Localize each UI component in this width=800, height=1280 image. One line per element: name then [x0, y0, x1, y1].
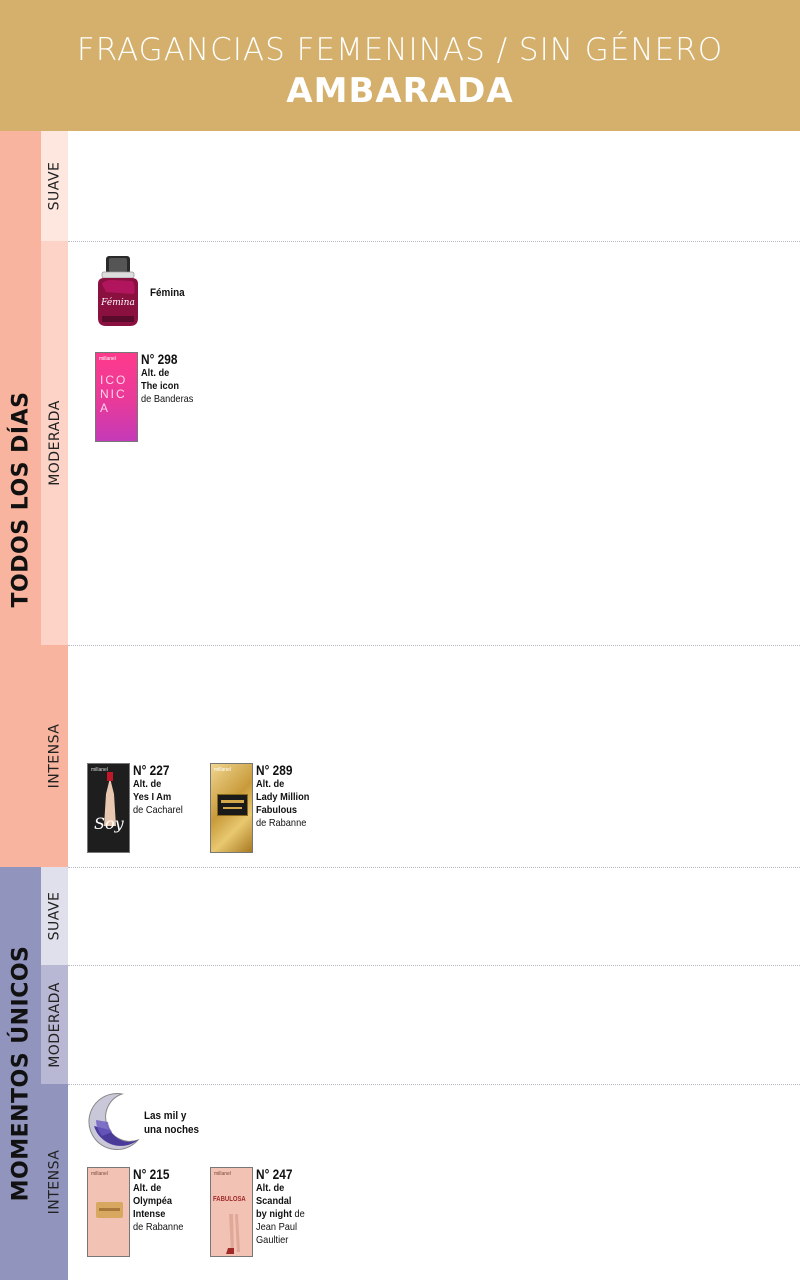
todos-group-bar [0, 131, 41, 867]
page-header: FRAGANCIAS FEMENINAS / SIN GÉNERO AMBARA… [0, 0, 800, 131]
todos-moderada-cell: MODERADA [41, 241, 68, 645]
momentos-intensa-cell: INTENSA [41, 1084, 68, 1280]
divider [68, 965, 800, 966]
product-247-text: N° 247 Alt. de Scandal by night de Jean … [256, 1167, 305, 1247]
olympea-box-icon: millanel [87, 1167, 130, 1257]
femina-bottle-icon: Fémina [92, 254, 144, 330]
product-alt: Alt. de [256, 1182, 285, 1194]
divider [68, 1084, 800, 1085]
todos-intensa-cell: INTENSA [41, 645, 68, 867]
product-227[interactable]: millanel Soy N° 227 Alt. de Yes I Am de … [87, 763, 190, 853]
product-215[interactable]: millanel N° 215 Alt. de Olympéa Intense … [87, 1167, 190, 1257]
product-name: Lady Million Fabulous [256, 791, 310, 816]
product-alt: Alt. de [256, 778, 285, 790]
divider [68, 645, 800, 646]
todos-group-text: TODOS LOS DÍAS [8, 391, 33, 607]
momentos-suave-cell: SUAVE [41, 867, 68, 965]
product-brand: de Banderas [141, 393, 194, 405]
product-name: Yes I Am [133, 791, 172, 803]
product-289[interactable]: millanel N° 289 Alt. de Lady Million Fab… [210, 763, 317, 853]
todos-moderada-label: MODERADA [46, 400, 63, 486]
momentos-moderada-cell: MODERADA [41, 965, 68, 1084]
product-298[interactable]: millanel ICONICA N° 298 Alt. de The icon… [95, 352, 201, 442]
momentos-group-text: MOMENTOS ÚNICOS [8, 945, 34, 1202]
product-247[interactable]: millanel FABULOSA N° 247 Alt. de Scandal… [210, 1167, 311, 1257]
momentos-group-bar [0, 867, 41, 1280]
product-brand: de Cacharel [133, 804, 183, 816]
product-brand: de Rabanne [256, 817, 307, 829]
moon-bottle-icon [88, 1092, 140, 1152]
product-227-text: N° 227 Alt. de Yes I Am de Cacharel [133, 763, 183, 817]
product-number: N° 298 [141, 352, 178, 367]
divider [68, 867, 800, 868]
product-289-text: N° 289 Alt. de Lady Million Fabulous de … [256, 763, 309, 830]
product-name: Scandal by night de [256, 1195, 305, 1221]
svg-text:Fémina: Fémina [100, 297, 135, 308]
product-brand: Jean Paul Gaultier [256, 1221, 298, 1246]
momentos-group-label: MOMENTOS ÚNICOS [0, 867, 41, 1280]
iconica-box-icon: millanel ICONICA [95, 352, 138, 442]
product-alt: Alt. de [141, 367, 170, 379]
milnoches-label: Las mil y una noches [144, 1110, 200, 1136]
momentos-intensa-label: INTENSA [46, 1149, 63, 1215]
product-name: The icon [141, 380, 179, 392]
box-word: ICONICA [100, 373, 128, 415]
product-number: N° 247 [256, 1167, 293, 1182]
box-word: FABULOSA [213, 1196, 246, 1203]
product-name: Olympéa Intense [133, 1195, 173, 1220]
momentos-suave-label: SUAVE [46, 891, 63, 941]
fabulosa-box-icon: millanel FABULOSA [210, 1167, 253, 1257]
product-name-text: Scandal by night [256, 1195, 292, 1220]
todos-suave-cell: SUAVE [41, 131, 68, 241]
box-word: Soy [94, 814, 124, 833]
product-number: N° 215 [133, 1167, 170, 1182]
todos-group-label: TODOS LOS DÍAS [0, 131, 41, 867]
page-title: AMBARADA [286, 71, 514, 111]
product-215-text: N° 215 Alt. de Olympéa Intense de Rabann… [133, 1167, 183, 1234]
femina-label: Fémina [150, 287, 185, 299]
todos-suave-label: SUAVE [46, 161, 63, 211]
momentos-moderada-label: MODERADA [46, 981, 63, 1068]
product-brand-inline: de [294, 1208, 305, 1220]
page-subtitle: FRAGANCIAS FEMENINAS / SIN GÉNERO [76, 32, 724, 68]
todos-intensa-label: INTENSA [46, 723, 63, 789]
soy-box-icon: millanel Soy [87, 763, 130, 853]
divider [68, 241, 800, 242]
product-number: N° 227 [133, 763, 170, 778]
gold-box-icon: millanel [210, 763, 253, 853]
product-alt: Alt. de [133, 778, 162, 790]
product-298-text: N° 298 Alt. de The icon de Banderas [141, 352, 193, 406]
product-number: N° 289 [256, 763, 293, 778]
product-alt: Alt. de [133, 1182, 162, 1194]
product-brand: de Rabanne [133, 1221, 184, 1233]
